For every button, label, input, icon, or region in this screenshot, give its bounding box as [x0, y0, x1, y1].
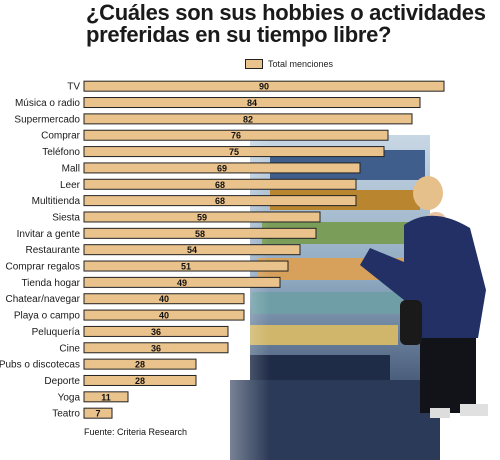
- chart-legend: Total menciones: [245, 59, 333, 69]
- legend-label: Total menciones: [268, 59, 334, 69]
- bar-value-label: 76: [231, 131, 241, 141]
- category-label: Teatro: [52, 409, 80, 420]
- bar: [83, 325, 229, 337]
- category-label: Chatear/navegar: [6, 294, 81, 305]
- bar-value-label: 51: [181, 262, 191, 272]
- bar-value-label: 59: [197, 212, 207, 222]
- category-label: Pubs o discotecas: [0, 360, 80, 371]
- bar-value-label: 40: [159, 311, 169, 321]
- bar: [83, 391, 129, 403]
- bar-value-label: 49: [177, 278, 187, 288]
- bar-value-label: 68: [215, 196, 225, 206]
- bar-value-label: 84: [247, 98, 257, 108]
- category-label: Música o radio: [15, 98, 80, 109]
- bar-value-label: 69: [217, 163, 227, 173]
- category-label: Restaurante: [26, 245, 81, 256]
- source-note: Fuente: Criteria Research: [84, 427, 188, 437]
- category-label: Supermercado: [14, 114, 80, 125]
- bar: [83, 293, 245, 305]
- bar: [83, 162, 361, 174]
- category-label: Comprar regalos: [6, 262, 80, 273]
- bar-value-label: 7: [95, 409, 100, 419]
- bar: [83, 358, 197, 370]
- bar-value-label: 11: [101, 392, 111, 402]
- category-label: Leer: [60, 180, 81, 191]
- bar: [83, 211, 321, 223]
- category-label: Comprar: [41, 131, 81, 142]
- bar: [83, 260, 289, 272]
- bar: [83, 97, 421, 109]
- bar-value-label: 58: [195, 229, 205, 239]
- category-label: TV: [67, 82, 80, 93]
- category-label: Playa o campo: [14, 311, 81, 322]
- category-label: Multitienda: [32, 196, 81, 207]
- category-label: Teléfono: [42, 147, 80, 158]
- category-label: Tienda hogar: [21, 278, 80, 289]
- bar-value-label: 28: [135, 376, 145, 386]
- bar-value-label: 40: [159, 294, 169, 304]
- bar: [83, 276, 281, 288]
- legend-swatch: [245, 59, 263, 69]
- bar: [83, 374, 197, 386]
- bar-value-label: 54: [187, 245, 197, 255]
- category-label: Mall: [62, 163, 80, 174]
- category-label: Peluquería: [32, 327, 81, 338]
- bar: [83, 244, 301, 256]
- bar-value-label: 90: [259, 82, 269, 92]
- bar: [83, 129, 389, 141]
- bar-value-label: 36: [151, 327, 161, 337]
- bar: [83, 195, 357, 207]
- shopper-figure: [360, 176, 488, 418]
- category-label: Siesta: [52, 212, 80, 223]
- bar: [83, 178, 357, 190]
- category-label: Deporte: [44, 376, 80, 387]
- bar: [83, 113, 413, 125]
- bar-value-label: 36: [151, 343, 161, 353]
- category-label: Cine: [59, 343, 80, 354]
- bar: [83, 342, 229, 354]
- bar: [83, 227, 317, 239]
- bar-value-label: 75: [229, 147, 239, 157]
- category-label: Yoga: [58, 392, 81, 403]
- chart-title: ¿Cuáles son sus hobbies o actividades pr…: [86, 0, 486, 47]
- bar: [83, 146, 385, 158]
- bar-value-label: 68: [215, 180, 225, 190]
- bar-value-label: 28: [135, 360, 145, 370]
- bar: [83, 407, 113, 419]
- bar: [83, 80, 445, 92]
- category-label: Invitar a gente: [17, 229, 81, 240]
- bar-value-label: 82: [243, 114, 253, 124]
- bar: [83, 309, 245, 321]
